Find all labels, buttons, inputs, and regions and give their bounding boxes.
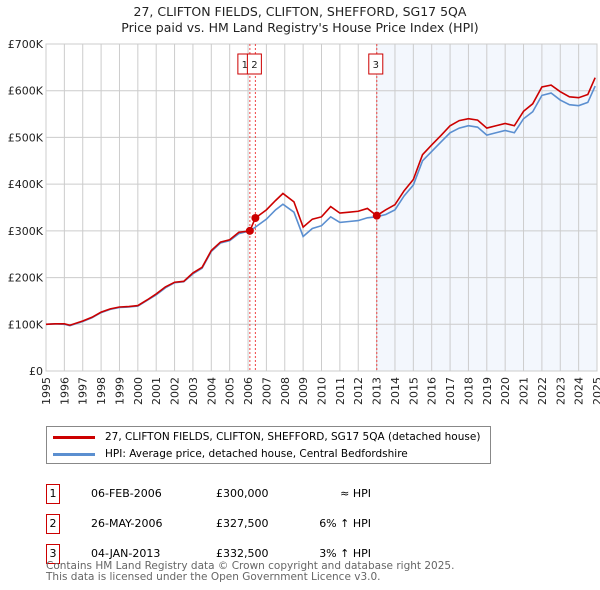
sale-date: 04-JAN-2013 (91, 547, 161, 560)
x-tick-label: 2014 (389, 377, 402, 405)
y-tick-label: £300K (8, 225, 44, 238)
x-tick-label: 2013 (371, 377, 384, 405)
x-tick-label: 1997 (77, 377, 90, 405)
x-tick-label: 2011 (334, 377, 347, 405)
sale-date: 26-MAY-2006 (91, 517, 163, 530)
y-tick-label: £100K (8, 318, 44, 331)
y-tick-label: £400K (8, 178, 44, 191)
x-tick-label: 2018 (462, 377, 475, 405)
y-tick-label: £500K (8, 131, 44, 144)
sale-price: £300,000 (216, 487, 269, 500)
y-tick-label: £700K (8, 38, 44, 51)
x-tick-label: 2001 (150, 377, 163, 405)
sale-label-box (246, 53, 262, 75)
sale-hpi-comparison: 6% ↑ HPI (319, 517, 371, 530)
x-tick-label: 1999 (113, 377, 126, 405)
x-tick-label: 2024 (573, 377, 586, 405)
x-tick-label: 2002 (169, 377, 182, 405)
y-tick-label: £0 (29, 365, 43, 378)
sale-hpi-comparison: 3% ↑ HPI (319, 547, 371, 560)
x-tick-label: 2015 (407, 377, 420, 405)
sale-number: 1 (46, 484, 60, 504)
property-line (45, 77, 596, 327)
x-tick-label: 2009 (297, 377, 310, 405)
sale-point (245, 226, 254, 235)
sale-date: 06-FEB-2006 (91, 487, 162, 500)
x-tick-label: 2005 (224, 377, 237, 405)
sale-number: 3 (46, 544, 60, 564)
x-tick-label: 2010 (316, 377, 329, 405)
x-tick-label: 2003 (187, 377, 200, 405)
x-tick-label: 1996 (58, 377, 71, 405)
plot-border (45, 43, 598, 372)
x-tick-label: 2000 (132, 377, 145, 405)
x-tick-label: 2017 (444, 377, 457, 405)
footer-line: Contains HM Land Registry data © Crown c… (46, 560, 455, 572)
x-tick-label: 2006 (242, 377, 255, 405)
legend-item-property: 27, CLIFTON FIELDS, CLIFTON, SHEFFORD, S… (53, 429, 480, 445)
chart-subtitle: Price paid vs. HM Land Registry's House … (121, 20, 479, 35)
legend: 27, CLIFTON FIELDS, CLIFTON, SHEFFORD, S… (46, 426, 491, 464)
sale-price: £332,500 (216, 547, 269, 560)
sale-label: 1 (242, 60, 248, 71)
x-tick-label: 2016 (426, 377, 439, 405)
footer: Contains HM Land Registry data © Crown c… (46, 561, 454, 583)
x-tick-label: 2008 (279, 377, 292, 405)
y-tick-label: £200K (8, 272, 44, 285)
x-tick-label: 1995 (40, 377, 53, 405)
x-tick-label: 2019 (481, 377, 494, 405)
legend-label: 27, CLIFTON FIELDS, CLIFTON, SHEFFORD, S… (105, 431, 481, 443)
x-tick-label: 2004 (205, 377, 218, 405)
chart-title: 27, CLIFTON FIELDS, CLIFTON, SHEFFORD, S… (133, 4, 467, 19)
x-tick-label: 2025 (591, 377, 600, 405)
x-tick-label: 1998 (95, 377, 108, 405)
legend-item-hpi: HPI: Average price, detached house, Cent… (53, 446, 408, 462)
x-tick-label: 2021 (518, 377, 531, 405)
footer-line: This data is licensed under the Open Gov… (46, 571, 381, 583)
y-tick-label: £600K (8, 85, 44, 98)
sale-price: £327,500 (216, 517, 269, 530)
sale-label-box (368, 53, 384, 75)
x-tick-label: 2023 (554, 377, 567, 405)
x-tick-label: 2020 (499, 377, 512, 405)
x-tick-label: 2022 (536, 377, 549, 405)
sale-point (251, 214, 260, 223)
sale-point (372, 211, 381, 220)
x-tick-label: 2007 (260, 377, 273, 405)
legend-label: HPI: Average price, detached house, Cent… (105, 448, 408, 460)
sale-label: 2 (251, 60, 257, 71)
x-tick-label: 2012 (352, 377, 365, 405)
sale-label: 3 (373, 60, 379, 71)
sale-number: 2 (46, 514, 60, 534)
sale-hpi-comparison: ≈ HPI (340, 487, 371, 500)
plot-area: 1995 1996 1997 1998 1999 2000 2001 2002 2003 2004… (8, 38, 600, 405)
